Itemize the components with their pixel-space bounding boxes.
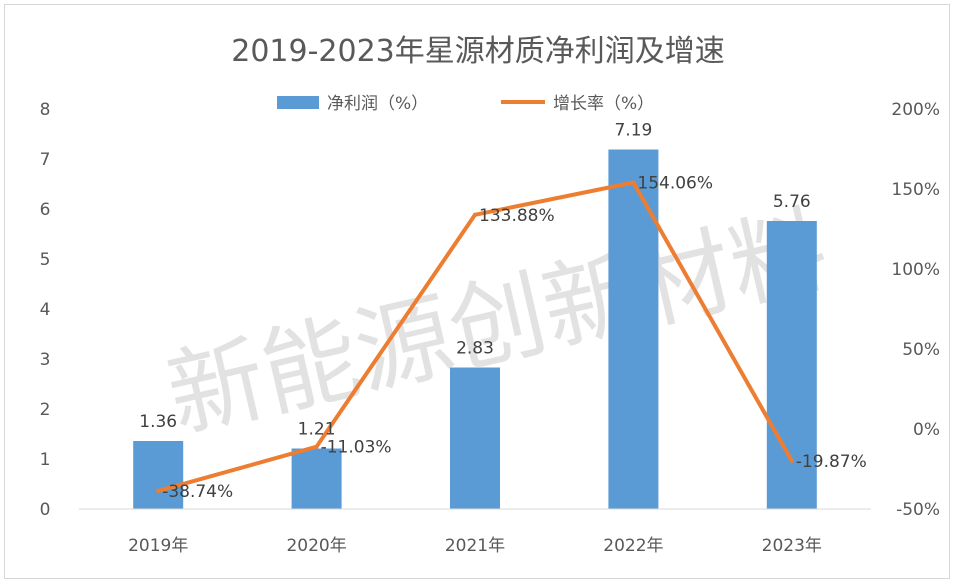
bar-data-labels: 1.36 1.21 2.83 7.19 5.76 [139,121,810,440]
line-point [631,180,636,185]
bar-value-label: 2.83 [456,339,494,359]
line-point [789,458,794,463]
x-axis-tick-label: 2019年 [128,536,188,556]
bar-value-label: 5.76 [773,192,811,212]
right-axis-tick-label: 0% [913,420,940,440]
left-axis-tick-label: 3 [40,350,51,370]
line-data-labels: -38.74% -11.03% 133.88% 154.06% -19.87% [162,174,867,502]
bar-value-label: 7.19 [614,121,652,141]
chart-frame: 2019-2023年星源材质净利润及增速 净利润（%） 增长率（%） 新能源创新… [4,4,950,579]
x-axis-tick-label: 2022年 [603,536,663,556]
right-axis-tick-label: 150% [891,180,940,200]
bar [133,441,184,509]
bar-series [133,149,817,509]
left-axis-tick-label: 5 [40,250,51,270]
line-value-label: -19.87% [796,452,867,472]
left-axis-tick-label: 2 [40,400,51,420]
chart: 2019-2023年星源材质净利润及增速 净利润（%） 增长率（%） 新能源创新… [40,34,940,556]
left-axis-tick-label: 1 [40,450,51,470]
left-axis-tick-label: 8 [40,100,51,120]
x-axis-tick-label: 2023年 [762,536,822,556]
bar [450,367,500,509]
line-point [473,212,477,217]
line-value-label: -38.74% [162,482,233,502]
legend-swatch-bar [277,96,319,109]
line-point [156,488,161,493]
left-axis-tick-label: 7 [40,150,51,170]
line-series [156,180,794,493]
x-axis-tick-label: 2020年 [286,536,346,556]
left-axis: 0 1 2 3 4 5 6 7 8 [40,100,51,520]
x-axis-tick-label: 2021年 [445,536,505,556]
bar-value-label: 1.21 [298,420,336,440]
bar-value-label: 1.36 [139,412,177,432]
chart-title: 2019-2023年星源材质净利润及增速 [231,34,725,69]
line-value-label: -11.03% [321,438,392,458]
line-point [314,444,319,449]
line-value-label: 133.88% [479,206,555,226]
left-axis-tick-label: 4 [40,300,51,320]
right-axis-tick-label: -50% [896,500,940,520]
legend: 净利润（%） 增长率（%） [277,94,654,114]
bar [291,448,342,509]
x-axis: 2019年 2020年 2021年 2022年 2023年 [128,536,822,556]
right-axis-tick-label: 100% [891,260,940,280]
right-axis-tick-label: 200% [891,100,940,120]
left-axis-tick-label: 0 [40,500,51,520]
line-value-label: 154.06% [637,174,713,194]
right-axis-tick-label: 50% [902,340,940,360]
right-axis: -50% 0% 50% 100% 150% 200% [891,100,940,520]
bar [608,149,659,509]
left-axis-tick-label: 6 [40,200,51,220]
legend-label-bar: 净利润（%） [327,94,428,114]
legend-label-line: 增长率（%） [553,94,654,114]
